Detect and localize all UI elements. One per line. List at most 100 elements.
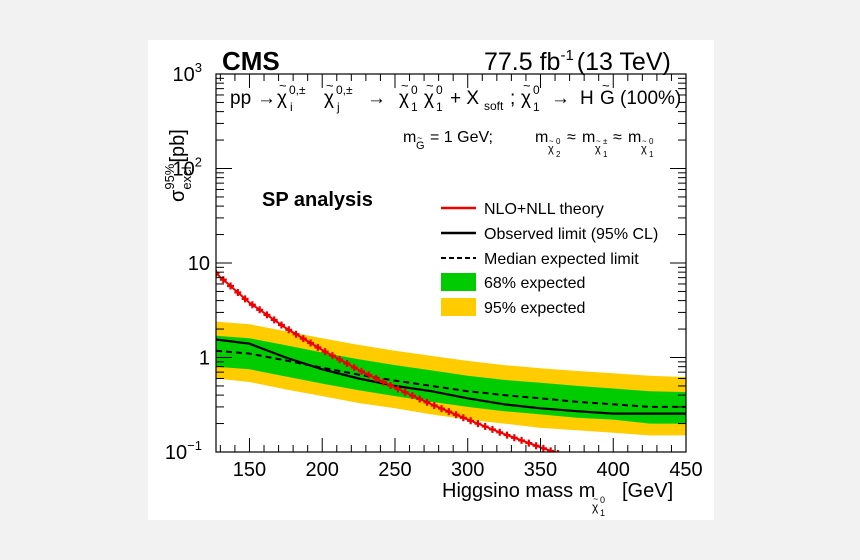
svg-text:~: ~ (279, 78, 287, 93)
svg-text:χ: χ (548, 143, 554, 155)
theory-marker (532, 442, 540, 450)
svg-text:0: 0 (436, 83, 443, 97)
svg-text:0: 0 (649, 137, 654, 146)
theory-marker (569, 455, 576, 462)
theory-marker (358, 367, 366, 375)
theory-marker (299, 335, 307, 343)
theory-marker (234, 288, 242, 296)
x-tick-labels: 150 200 250 300 350 400 450 (233, 459, 703, 481)
theory-marker (525, 439, 533, 447)
theory-marker (248, 301, 256, 309)
theory-marker (430, 401, 438, 409)
svg-text:~: ~ (417, 133, 422, 143)
mass-relation-label: m G ~ = 1 GeV; m χ ~ 0 2 ≈ m χ ~ ± 1 ≈ m… (403, 129, 654, 159)
theory-curve-line (216, 272, 557, 452)
svg-text:m: m (535, 129, 548, 146)
theory-marker (496, 428, 504, 436)
svg-text:~: ~ (523, 78, 531, 93)
svg-text:~: ~ (642, 137, 647, 146)
svg-text:~: ~ (549, 137, 554, 146)
legend-95-symbol (441, 298, 476, 316)
theory-marker (321, 348, 329, 356)
y-tick-label: 103 (173, 60, 202, 86)
svg-text:→: → (367, 88, 386, 109)
svg-text:m: m (403, 129, 416, 146)
svg-text:χ: χ (592, 500, 599, 514)
theory-marker (292, 330, 300, 338)
y-tick-label: 10−1 (165, 438, 202, 464)
svg-text:pp: pp (230, 88, 251, 109)
theory-marker (394, 385, 402, 393)
svg-text:1: 1 (649, 150, 654, 159)
svg-text:+ X: + X (450, 88, 479, 109)
theory-marker (336, 356, 344, 364)
experiment-label: CMS (222, 46, 280, 76)
svg-text:2: 2 (556, 150, 561, 159)
svg-text:χ: χ (324, 88, 334, 109)
svg-text:1: 1 (603, 150, 608, 159)
theory-marker (408, 392, 416, 400)
svg-text:~: ~ (602, 78, 610, 93)
svg-text:0: 0 (556, 137, 561, 146)
svg-text:χ: χ (277, 88, 287, 109)
theory-marker (343, 360, 351, 368)
theory-marker (256, 306, 264, 314)
x-axis-title: Higgsino mass m χ ~ 0 1 [GeV] (442, 480, 673, 518)
svg-text:~: ~ (596, 137, 601, 146)
legend-95-label: 95% expected (484, 300, 585, 317)
svg-text:1: 1 (600, 508, 605, 518)
theory-marker (518, 436, 526, 444)
theory-marker (285, 326, 293, 334)
theory-marker (387, 381, 395, 389)
svg-text:G: G (416, 140, 425, 152)
x-tick-label: 400 (597, 459, 630, 481)
y-axis-title: σ95% excl[pb] (162, 129, 194, 202)
theory-marker (438, 405, 446, 413)
svg-text:χ: χ (595, 143, 601, 155)
svg-text:0,±: 0,± (289, 83, 306, 97)
svg-text:→: → (257, 88, 276, 109)
svg-text:~: ~ (426, 78, 434, 93)
svg-text:≈: ≈ (567, 129, 576, 146)
theory-marker (314, 343, 322, 351)
svg-text:Higgsino mass m: Higgsino mass m (442, 480, 595, 502)
x-tick-label: 250 (378, 459, 411, 481)
svg-text:1: 1 (411, 100, 418, 114)
svg-text:~: ~ (326, 78, 334, 93)
svg-text:±: ± (603, 137, 608, 146)
svg-text:m: m (582, 129, 595, 146)
theory-marker (365, 371, 373, 379)
theory-marker (503, 431, 511, 439)
svg-text:(100%): (100%) (620, 88, 681, 109)
svg-text:0: 0 (533, 83, 540, 97)
luminosity-label: 77.5 fb-1 (13 TeV) (484, 47, 671, 76)
theory-marker (445, 408, 453, 416)
svg-text:≈: ≈ (613, 129, 622, 146)
legend-68-label: 68% expected (484, 275, 585, 292)
theory-marker (452, 411, 460, 419)
x-tick-label: 150 (233, 459, 266, 481)
observed-limit-line (216, 338, 686, 415)
theory-marker (562, 453, 569, 460)
theory-marker (401, 388, 409, 396)
svg-text:0: 0 (411, 83, 418, 97)
x-tick-label: 200 (306, 459, 339, 481)
theory-markers (216, 269, 576, 462)
theory-marker (307, 339, 315, 347)
theory-marker (372, 374, 380, 382)
y-tick-label: 102 (173, 155, 202, 181)
theory-marker (379, 378, 387, 386)
svg-text:;: ; (510, 88, 515, 109)
x-tick-label: 450 (669, 459, 702, 481)
theory-marker (263, 311, 271, 319)
svg-text:j: j (336, 100, 340, 114)
theory-marker (539, 444, 547, 452)
legend: NLO+NLL theory Observed limit (95% CL) M… (441, 201, 658, 317)
theory-marker (474, 420, 482, 428)
theory-marker (216, 269, 220, 277)
svg-text:soft: soft (484, 99, 504, 113)
svg-text:→: → (551, 88, 570, 109)
theory-marker (277, 321, 285, 329)
svg-text:χ: χ (641, 143, 647, 155)
